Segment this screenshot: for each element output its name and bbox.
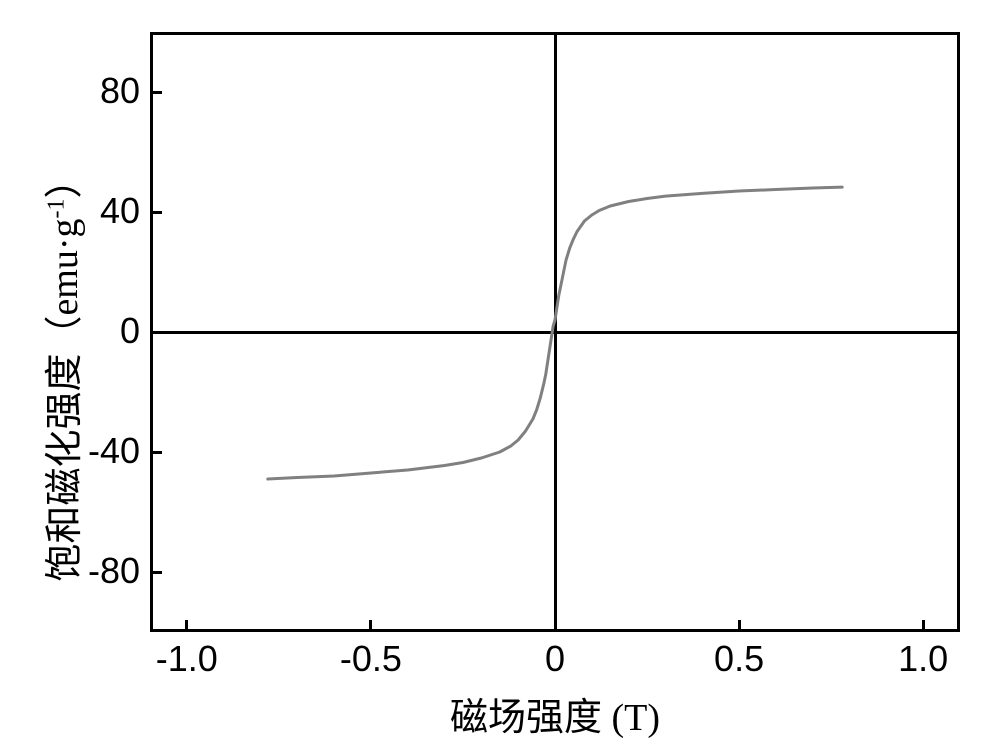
x-tick-label: 0.5: [689, 638, 789, 680]
y-tick-label: 80: [60, 70, 140, 112]
plot-area: -1.0-0.500.51.0-80-4004080: [150, 32, 960, 632]
x-tick-mark: [738, 620, 741, 632]
y-tick-mark: [150, 451, 162, 454]
y-tick-label: -80: [60, 550, 140, 592]
y-tick-mark: [150, 91, 162, 94]
y-tick-label: 40: [60, 190, 140, 232]
y-axis-label-main: 饱和磁化强度（emu·g: [44, 218, 86, 581]
x-tick-label: 0: [505, 638, 605, 680]
curve-svg: [150, 32, 960, 632]
x-tick-label: -1.0: [137, 638, 237, 680]
y-tick-mark: [150, 331, 162, 334]
x-tick-mark: [369, 620, 372, 632]
magnetization-chart: 饱和磁化强度（emu·g-1） -1.0-0.500.51.0-80-40040…: [0, 0, 1000, 742]
y-tick-mark: [150, 571, 162, 574]
hysteresis-curve: [268, 187, 842, 479]
x-tick-label: 1.0: [873, 638, 973, 680]
y-tick-mark: [150, 211, 162, 214]
x-tick-label: -0.5: [321, 638, 421, 680]
x-tick-mark: [922, 620, 925, 632]
x-tick-mark: [185, 620, 188, 632]
x-axis-label: 磁场强度 (T): [150, 688, 960, 738]
y-tick-label: -40: [60, 430, 140, 472]
x-axis-label-text: 磁场强度 (T): [450, 686, 660, 741]
y-tick-label: 0: [60, 310, 140, 352]
x-tick-mark: [554, 620, 557, 632]
